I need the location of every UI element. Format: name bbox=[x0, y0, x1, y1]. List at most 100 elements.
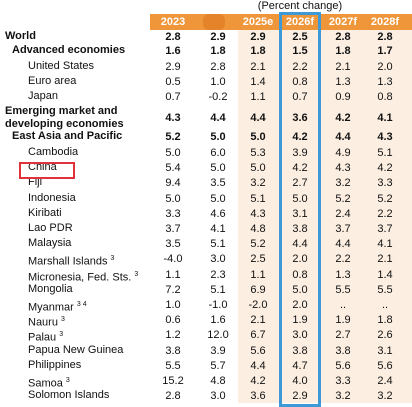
cell: 4.1 bbox=[377, 112, 393, 124]
highlight-column bbox=[279, 12, 321, 407]
cell: 3.8 bbox=[292, 344, 308, 357]
row-label-text: Myanmar bbox=[28, 301, 74, 314]
cell: 3.0 bbox=[210, 390, 226, 403]
cell: 5.1 bbox=[210, 283, 226, 296]
cell: 0.8 bbox=[377, 91, 393, 103]
highlight-row bbox=[19, 162, 75, 179]
cell: 1.2 bbox=[165, 329, 181, 342]
cell: 3.8 bbox=[335, 344, 351, 357]
cell: 1.3 bbox=[335, 76, 351, 88]
cell: 2.0 bbox=[292, 299, 308, 311]
cell: 5.0 bbox=[250, 131, 266, 143]
cell: 3.2 bbox=[335, 177, 351, 190]
cell: 1.3 bbox=[335, 268, 351, 281]
cell: 4.4 bbox=[250, 112, 266, 124]
row-label-text: Philippines bbox=[28, 358, 82, 371]
column-header: 2028f bbox=[370, 16, 400, 28]
cell: 1.0 bbox=[210, 76, 226, 88]
cell: 0.9 bbox=[335, 91, 351, 103]
cell: 1.1 bbox=[250, 91, 266, 103]
row-label: Palau 3 bbox=[28, 328, 63, 345]
row-label: Fiji bbox=[28, 176, 42, 189]
cell: 5.0 bbox=[210, 162, 226, 175]
row-label-text: Euro area bbox=[28, 75, 77, 87]
row-label-text: Advanced economies bbox=[12, 44, 126, 56]
row-label-text: Lao PDR bbox=[28, 222, 73, 234]
cell: 2.2 bbox=[335, 253, 351, 266]
row-label-text: Nauru bbox=[28, 316, 58, 329]
footnote-ref: 3 bbox=[110, 255, 115, 263]
cell: 4.3 bbox=[335, 162, 351, 175]
cell: 3.8 bbox=[292, 223, 308, 235]
cell: 2.8 bbox=[210, 61, 226, 73]
cell: 5.7 bbox=[210, 359, 226, 372]
footnote-ref: 3 bbox=[59, 331, 64, 339]
cell: 4.8 bbox=[210, 375, 226, 387]
row-label-text: Indonesia bbox=[28, 191, 76, 204]
row-label: Micronesia, Fed. Sts. 3 bbox=[28, 268, 138, 285]
cell: 4.4 bbox=[335, 238, 351, 251]
cell: 5.2 bbox=[335, 192, 351, 205]
row-label: United States bbox=[28, 60, 94, 73]
cell: 2.8 bbox=[377, 31, 393, 43]
cell: 2.9 bbox=[292, 390, 308, 403]
cell: 4.6 bbox=[210, 207, 226, 220]
cell: 2.9 bbox=[250, 31, 266, 43]
cell: 5.5 bbox=[335, 283, 351, 296]
cell: 2.7 bbox=[292, 177, 308, 190]
row-label-text: Emerging market and developing economies bbox=[5, 105, 124, 130]
row-label-text: East Asia and Pacific bbox=[12, 130, 123, 142]
cell: 5.5 bbox=[377, 283, 393, 296]
row-label: Myanmar 3 4 bbox=[28, 298, 87, 315]
cell: 1.4 bbox=[250, 76, 266, 88]
cell: 12.0 bbox=[207, 329, 229, 342]
cell: -4.0 bbox=[163, 253, 183, 266]
cell: 5.0 bbox=[165, 192, 181, 205]
cell: 3.3 bbox=[377, 177, 393, 190]
cell: -2.0 bbox=[248, 299, 268, 311]
cell: 5.6 bbox=[335, 359, 351, 372]
cell: 1.6 bbox=[210, 314, 226, 327]
cell: 3.1 bbox=[292, 207, 308, 220]
row-label: Advanced economies bbox=[12, 44, 125, 57]
cell: 4.3 bbox=[250, 207, 266, 220]
cell: 5.1 bbox=[250, 192, 266, 205]
footnote-ref: 3 bbox=[65, 377, 70, 384]
cell: 0.7 bbox=[165, 91, 181, 103]
cell: 2.4 bbox=[335, 207, 351, 220]
cell: 1.1 bbox=[250, 268, 266, 281]
cell: 4.4 bbox=[250, 359, 266, 372]
cell: 3.7 bbox=[335, 223, 351, 235]
cell: 3.3 bbox=[335, 375, 351, 387]
cell: 4.8 bbox=[250, 223, 266, 235]
column-header: 2026f bbox=[285, 16, 315, 28]
cell: 1.6 bbox=[165, 45, 181, 57]
cell: 6.7 bbox=[250, 329, 266, 342]
cell: 3.8 bbox=[165, 344, 181, 357]
cell: 2.3 bbox=[210, 268, 226, 281]
cell: 5.1 bbox=[210, 238, 226, 251]
row-label: Samoa 3 bbox=[28, 374, 70, 391]
cell: 5.0 bbox=[210, 192, 226, 205]
row-label-text: Mongolia bbox=[28, 282, 73, 295]
cell: 4.2 bbox=[292, 131, 308, 143]
forecast-shade bbox=[238, 30, 412, 403]
cell: 4.1 bbox=[210, 223, 226, 235]
cell: 1.8 bbox=[335, 45, 351, 57]
cell: 5.2 bbox=[165, 131, 181, 143]
row-label-text: World bbox=[5, 30, 36, 42]
cell: 4.4 bbox=[335, 131, 351, 143]
row-label-text: Papua New Guinea bbox=[28, 343, 124, 356]
cell: 4.0 bbox=[292, 375, 308, 387]
cell: 0.8 bbox=[292, 268, 308, 281]
cell: 9.4 bbox=[165, 177, 181, 190]
cell: 5.1 bbox=[377, 147, 393, 159]
row-label-text: Samoa bbox=[28, 377, 63, 390]
cell: 2.1 bbox=[250, 61, 266, 73]
cell: .. bbox=[339, 299, 347, 311]
cell: 2.5 bbox=[250, 253, 266, 266]
caption: (Percent change) bbox=[257, 0, 343, 12]
cell: 3.9 bbox=[210, 344, 226, 357]
cell: 2.1 bbox=[377, 253, 393, 266]
